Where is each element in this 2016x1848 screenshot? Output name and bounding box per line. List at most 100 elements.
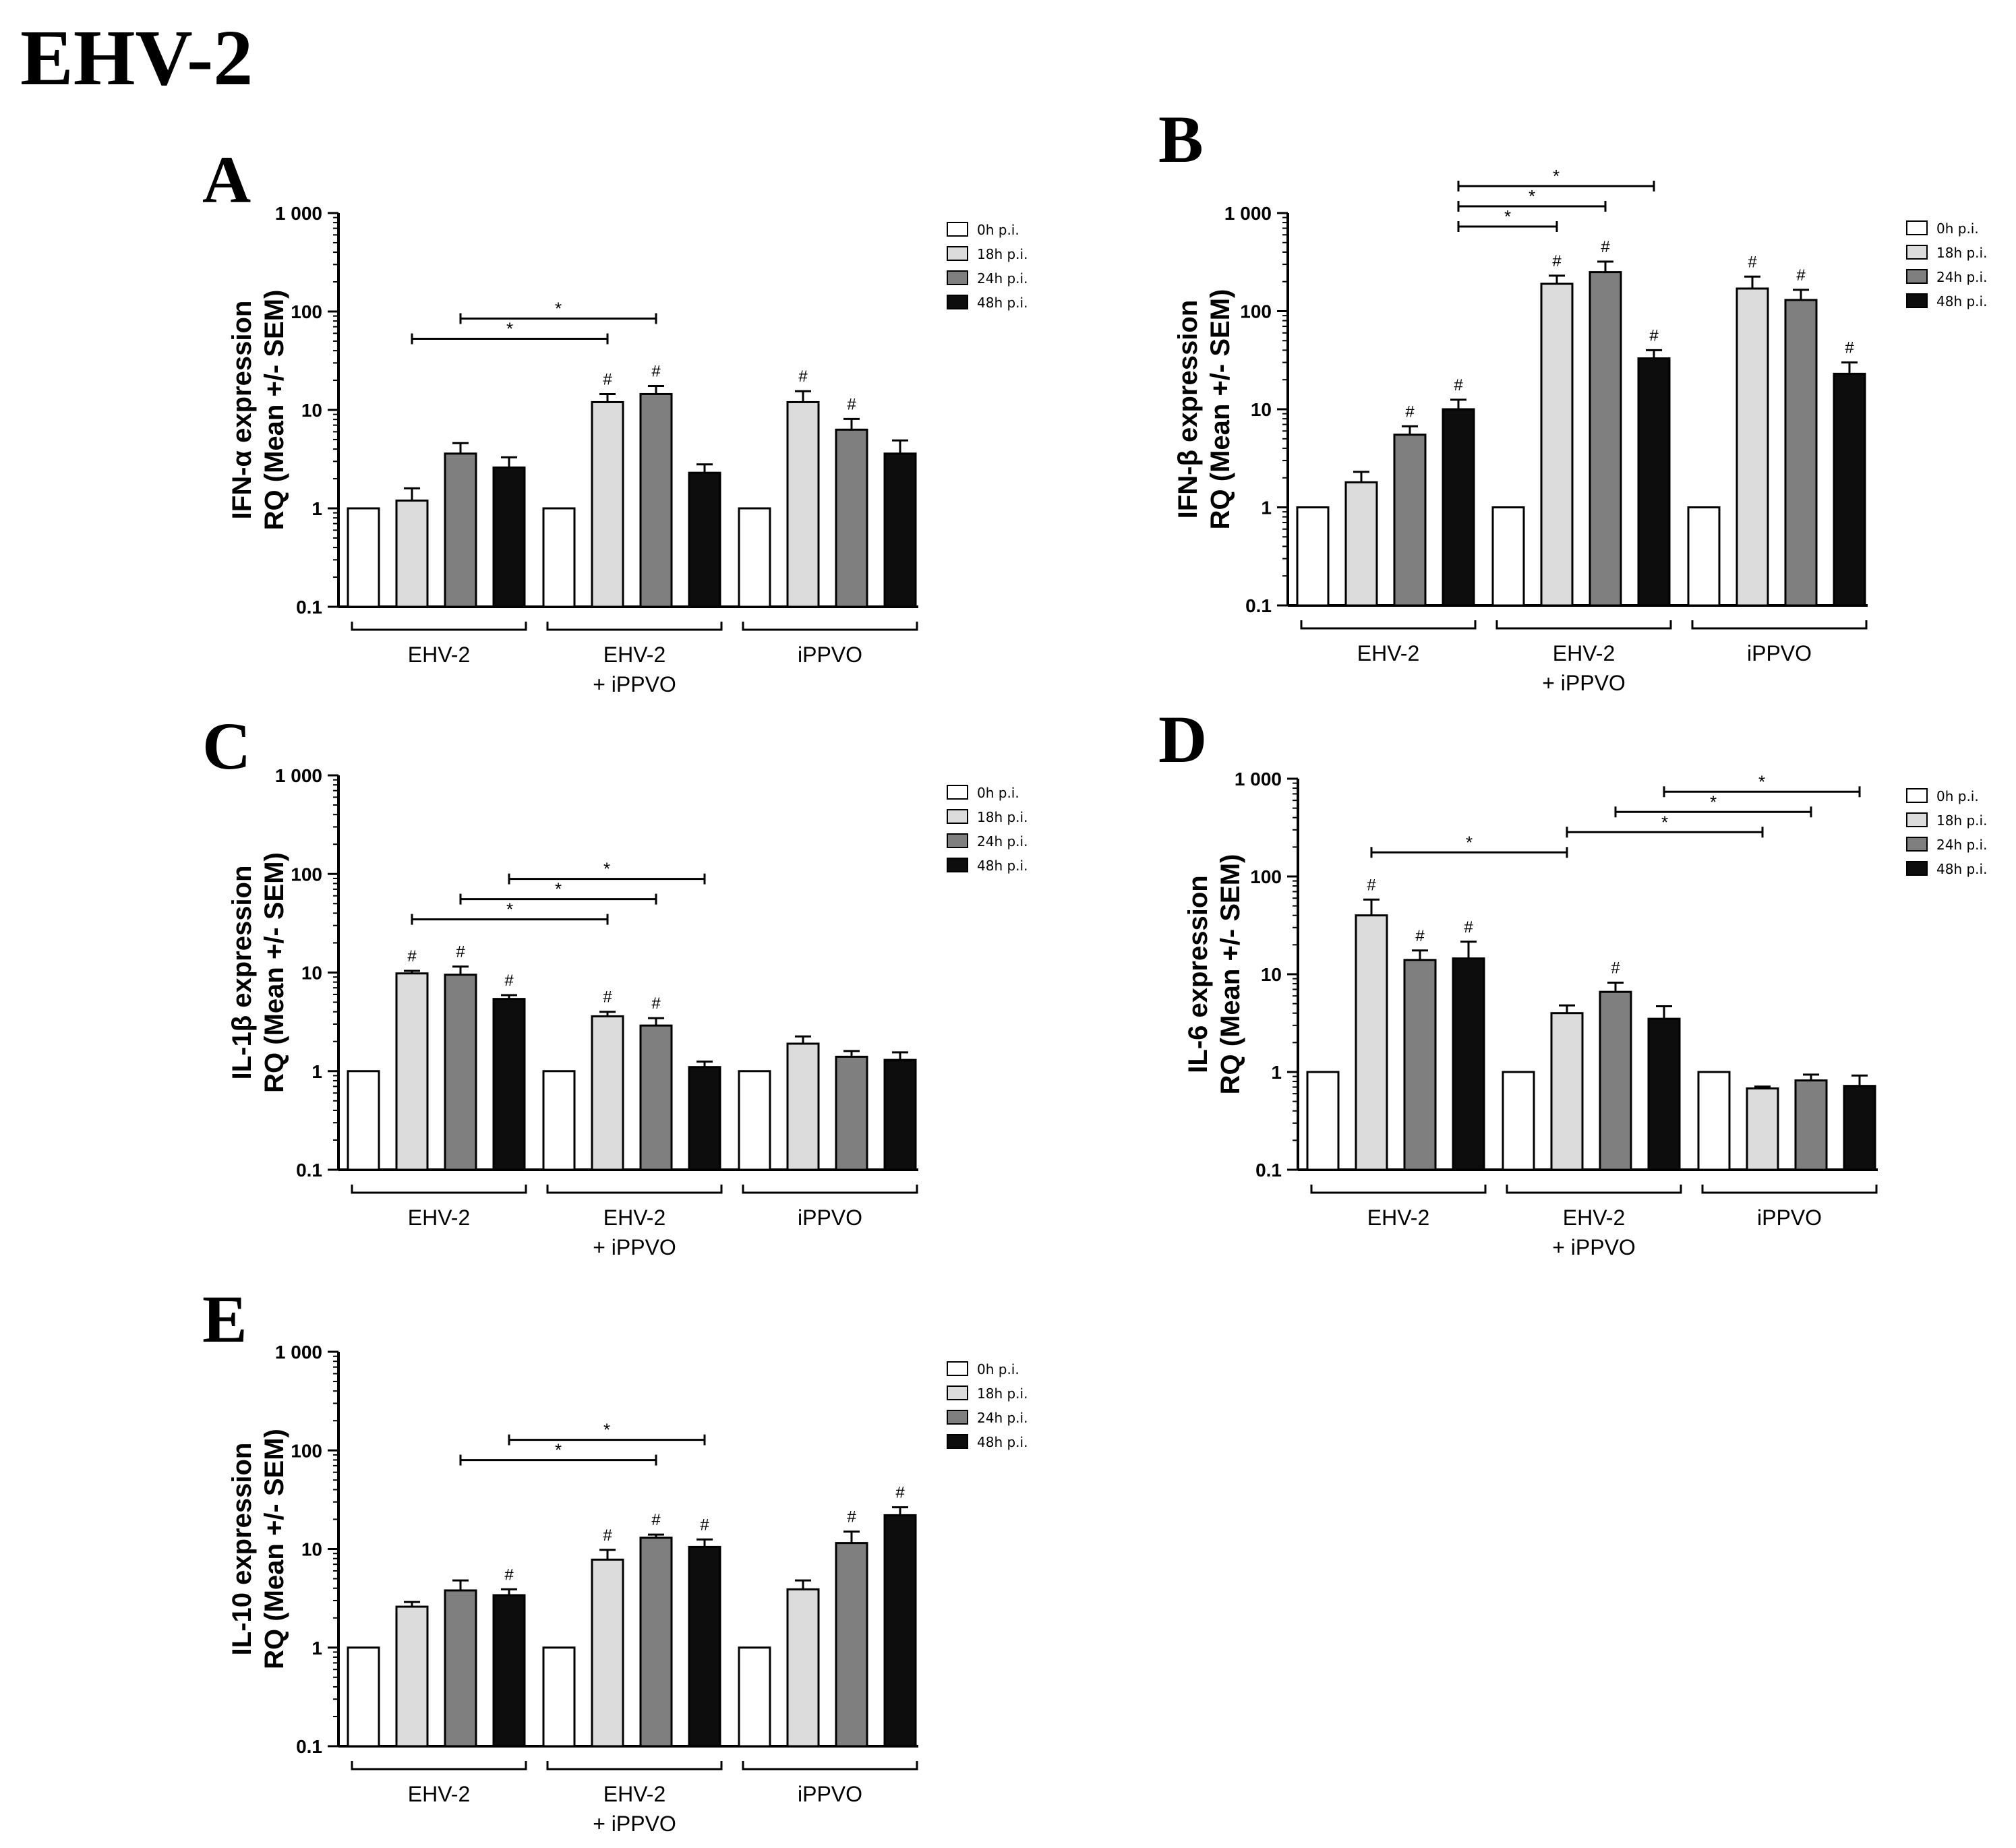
bar bbox=[1784, 299, 1818, 607]
bar bbox=[688, 1066, 721, 1171]
y-tick-label: 10 bbox=[301, 400, 322, 421]
bar bbox=[1637, 357, 1671, 607]
comparison-star: * bbox=[1553, 166, 1560, 186]
bar bbox=[492, 466, 526, 608]
y-tick-label: 0.1 bbox=[296, 1736, 322, 1757]
bar bbox=[1736, 287, 1769, 607]
figure-title: EHV-2 bbox=[20, 13, 253, 102]
y-tick-label: 1 bbox=[312, 1061, 322, 1082]
legend-swatch bbox=[947, 1410, 968, 1425]
bar bbox=[1296, 506, 1330, 607]
panel-c: C IL-1β expression RQ (Mean +/- SEM) 0.1 1 10… bbox=[202, 709, 1028, 1259]
significance-hash: # bbox=[603, 988, 612, 1007]
significance-hash: # bbox=[651, 1511, 661, 1529]
legend-label: 24h p.i. bbox=[977, 270, 1028, 287]
bar bbox=[688, 471, 721, 608]
y-tick-label: 10 bbox=[301, 963, 322, 984]
comparison-star: * bbox=[1466, 832, 1473, 852]
significance-hash: # bbox=[603, 1526, 612, 1545]
y-tick-label: 10 bbox=[301, 1539, 322, 1560]
group-bracket bbox=[742, 1761, 918, 1770]
y-axis-label-line-2: RQ (Mean +/- SEM) bbox=[1216, 854, 1245, 1095]
significance-hash: # bbox=[504, 1566, 514, 1584]
significance-hash: # bbox=[847, 395, 856, 413]
bar bbox=[395, 972, 429, 1171]
legend-swatch bbox=[1906, 788, 1928, 803]
significance-hash: # bbox=[1611, 959, 1620, 977]
legend-label: 24h p.i. bbox=[977, 833, 1028, 850]
bar bbox=[1344, 481, 1378, 607]
significance-hash: # bbox=[456, 943, 465, 961]
bar bbox=[639, 1024, 673, 1171]
comparison-star: * bbox=[1504, 206, 1511, 227]
bar bbox=[1687, 506, 1721, 607]
bar bbox=[591, 1558, 624, 1748]
group-label-line: EHV-2 bbox=[408, 643, 470, 667]
y-tick-label: 100 bbox=[291, 864, 322, 885]
panel-d: D IL-6 expression RQ (Mean +/- SEM) 0.1 1 10 1… bbox=[1158, 702, 1987, 1259]
group-bracket bbox=[1495, 620, 1672, 630]
group-label: iPPVO bbox=[798, 1782, 862, 1806]
bar bbox=[1540, 282, 1574, 607]
group-label: EHV-2 bbox=[1367, 1205, 1429, 1230]
panel-a: A IFN-α expression RQ (Mean +/- SEM) 0.1 1 10… bbox=[202, 142, 1028, 696]
y-tick-label: 100 bbox=[291, 301, 322, 322]
group-label-line: EHV-2 bbox=[1367, 1205, 1429, 1230]
significance-hash: # bbox=[603, 370, 612, 388]
bar bbox=[444, 452, 477, 608]
group-label-line: EHV-2 bbox=[408, 1205, 470, 1230]
group-label: iPPVO bbox=[1747, 641, 1812, 665]
bar bbox=[1491, 506, 1525, 607]
significance-hash: # bbox=[847, 1508, 856, 1526]
y-tick-label: 1 000 bbox=[1224, 203, 1272, 224]
significance-hash: # bbox=[407, 947, 417, 965]
y-axis-label-line-1: IL-6 expression bbox=[1183, 875, 1213, 1073]
y-tick-label: 10 bbox=[1261, 964, 1282, 985]
bar bbox=[542, 1070, 576, 1171]
legend-label: 18h p.i. bbox=[977, 1385, 1028, 1402]
group-label-line: + iPPVO bbox=[593, 672, 676, 696]
legend-swatch bbox=[947, 858, 968, 872]
comparison-star: * bbox=[555, 299, 562, 319]
legend-label: 0h p.i. bbox=[977, 785, 1019, 801]
group-bracket bbox=[742, 622, 918, 631]
y-axis-label: IFN-α expression RQ (Mean +/- SEM) bbox=[227, 290, 289, 531]
bar bbox=[1843, 1085, 1876, 1171]
bar bbox=[444, 974, 477, 1171]
significance-hash: # bbox=[1464, 918, 1473, 936]
group-label: EHV-2 + iPPVO bbox=[1542, 641, 1626, 695]
bar bbox=[395, 499, 429, 608]
y-axis-label: IL-10 expression RQ (Mean +/- SEM) bbox=[227, 1429, 289, 1669]
bar bbox=[492, 1594, 526, 1748]
group-bracket bbox=[546, 1185, 723, 1194]
bar bbox=[1746, 1087, 1779, 1171]
significance-hash: # bbox=[1367, 876, 1376, 894]
legend-swatch bbox=[947, 833, 968, 848]
group-label-line: + iPPVO bbox=[593, 1812, 676, 1836]
bar bbox=[786, 400, 820, 608]
bar bbox=[1502, 1071, 1535, 1171]
y-tick-label: 1 000 bbox=[275, 1342, 322, 1363]
bar bbox=[639, 1537, 673, 1748]
bar bbox=[688, 1545, 721, 1748]
bar bbox=[1550, 1012, 1584, 1171]
group-label-line: EHV-2 bbox=[408, 1782, 470, 1806]
group-label-line: EHV-2 bbox=[1553, 641, 1615, 665]
legend-label: 0h p.i. bbox=[1936, 788, 1979, 804]
comparison-star: * bbox=[603, 859, 610, 879]
legend-label: 48h p.i. bbox=[977, 1434, 1028, 1450]
comparison-star: * bbox=[603, 1420, 610, 1440]
bar bbox=[347, 1070, 380, 1171]
group-label: iPPVO bbox=[798, 643, 862, 667]
legend-swatch bbox=[947, 222, 968, 237]
group-bracket bbox=[1691, 620, 1868, 630]
significance-hash: # bbox=[798, 367, 808, 386]
bar bbox=[347, 507, 380, 608]
panel-label: A bbox=[202, 142, 251, 217]
group-bracket bbox=[351, 1761, 527, 1770]
group-bracket bbox=[351, 1185, 527, 1194]
y-axis-label: IL-6 expression RQ (Mean +/- SEM) bbox=[1183, 854, 1245, 1095]
group-label-line: + iPPVO bbox=[1542, 671, 1626, 695]
group-bracket bbox=[1300, 620, 1477, 630]
comparison-star: * bbox=[1710, 792, 1717, 812]
